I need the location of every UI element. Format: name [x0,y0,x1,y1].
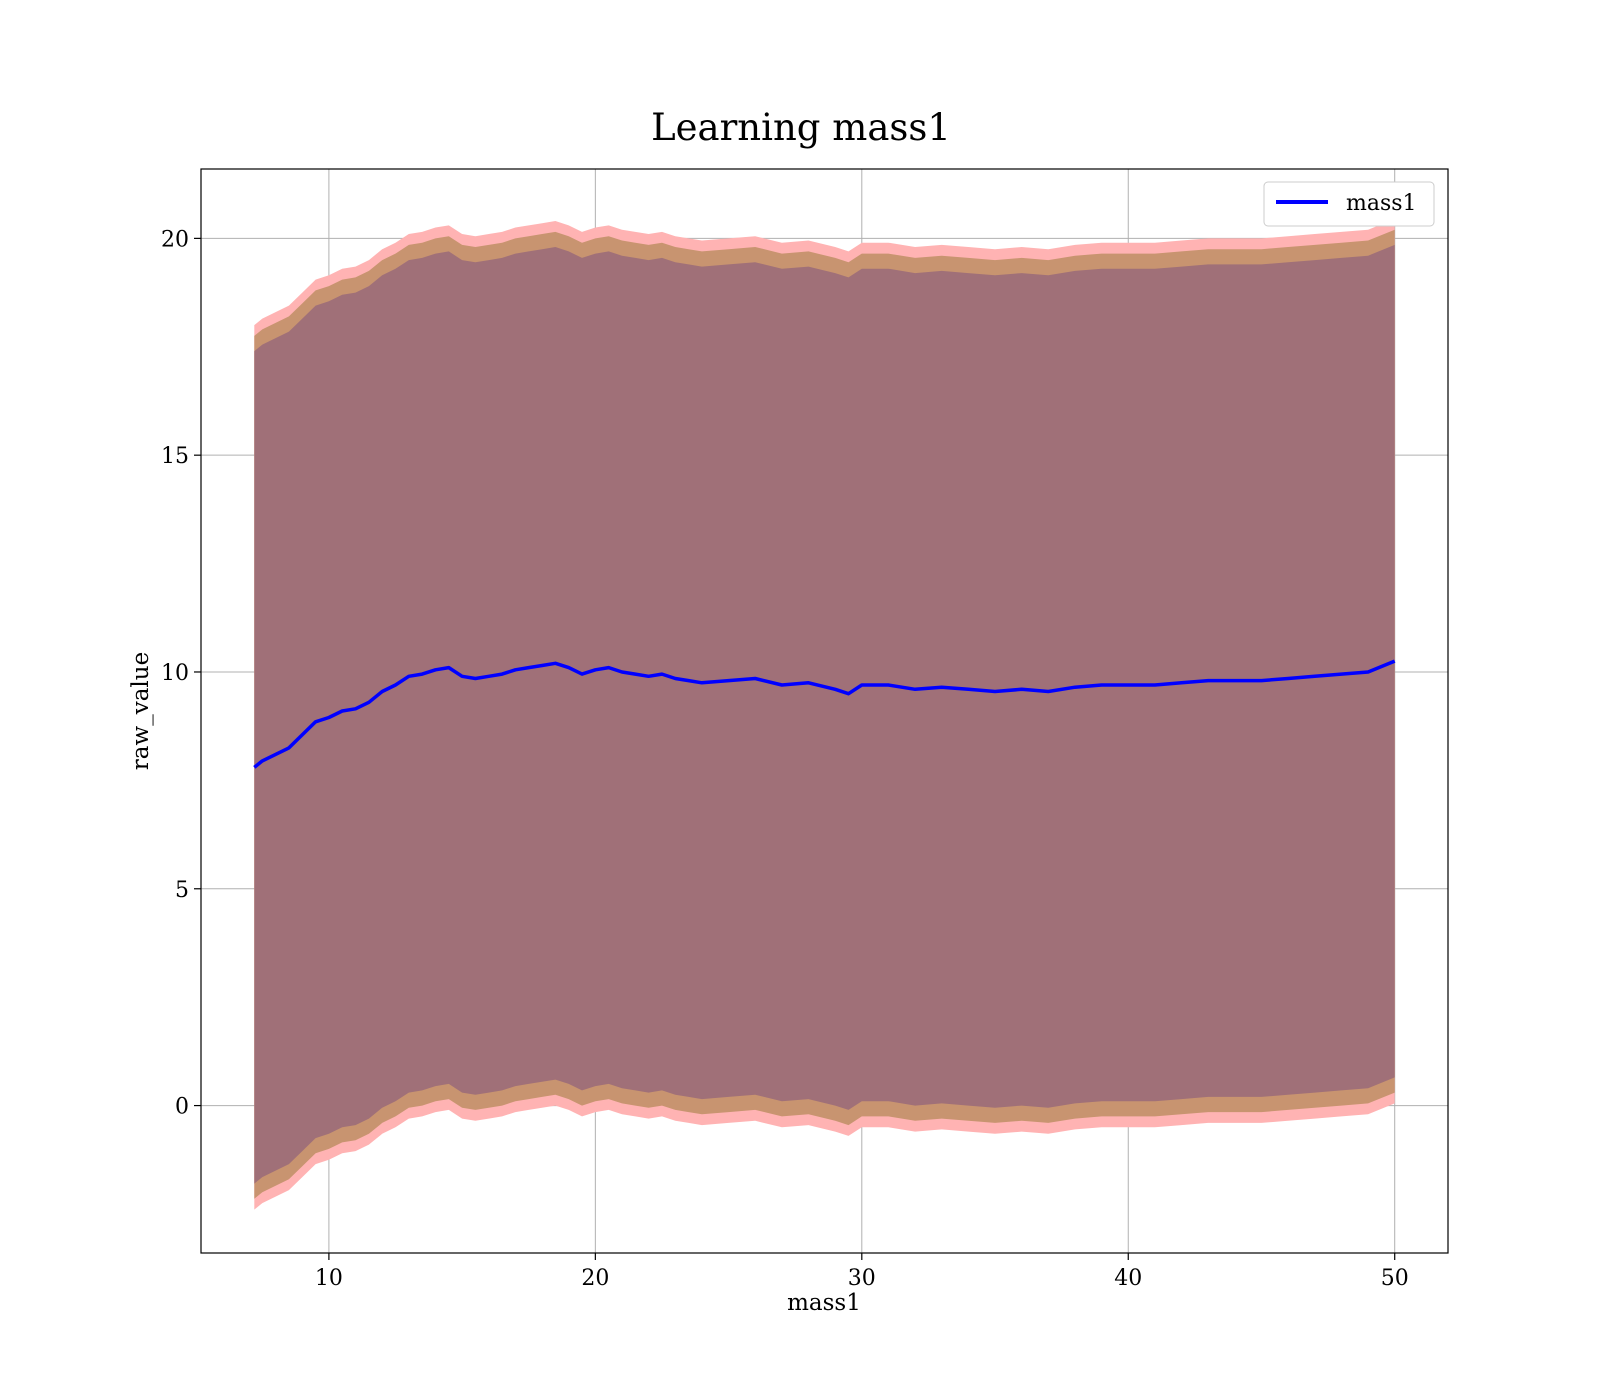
legend-label-mass1: mass1 [1346,191,1417,216]
y-tick-label: 20 [161,227,189,252]
x-axis-label: mass1 [787,1290,861,1316]
legend-box [1263,181,1435,227]
x-tick-label: 20 [581,1266,609,1291]
y-tick-label: 5 [175,878,189,903]
y-tick-label: 10 [161,661,189,686]
x-tick-label: 30 [848,1266,876,1291]
confidence-bands [254,218,1395,1210]
x-tick-label: 40 [1114,1266,1142,1291]
y-axis-ticks: 0 5 10 15 20 [161,227,201,1120]
series-line-mass1 [253,659,1396,769]
x-tick-label: 10 [315,1266,343,1291]
y-axis-label: raw_value [128,652,154,770]
plot-frame [200,168,1449,1254]
y-tick-label: 15 [161,444,189,469]
legend: mass1 [1263,181,1435,227]
band-inner [254,244,1395,1184]
x-tick-label: 50 [1381,1266,1409,1291]
chart-title: Learning mass1 [651,106,951,149]
x-axis-ticks: 10 20 30 40 50 [315,1253,1409,1291]
series-lines [253,659,1396,769]
y-tick-label: 0 [175,1095,189,1120]
